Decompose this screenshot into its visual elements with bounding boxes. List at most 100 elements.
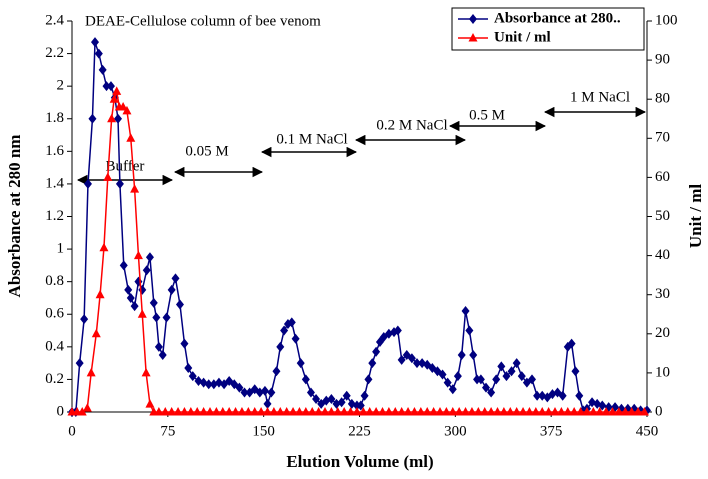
point (544, 407, 554, 416)
point (301, 374, 310, 385)
point (83, 178, 92, 189)
point (569, 407, 579, 416)
annotation: DEAE-Cellulose column of bee venom (85, 13, 321, 29)
point (142, 265, 151, 276)
point (211, 407, 221, 416)
point (567, 338, 576, 349)
point (95, 289, 105, 299)
point (294, 407, 304, 416)
x-axis-label: Elution Volume (ml) (286, 452, 433, 471)
point (595, 407, 605, 416)
point (518, 407, 528, 416)
point (601, 407, 611, 416)
y-tick-label: 0.4 (45, 338, 64, 354)
point (282, 407, 292, 416)
point (453, 371, 462, 382)
legend-marker (468, 33, 478, 42)
point (571, 366, 580, 377)
point (235, 382, 244, 393)
point (576, 407, 586, 416)
legend-label: Unit / ml (494, 29, 551, 45)
point (364, 374, 373, 385)
legend: Absorbance at 280.. Unit / ml (451, 7, 645, 51)
point (507, 366, 516, 377)
point (158, 349, 167, 360)
point (492, 374, 501, 385)
point (91, 37, 99, 48)
point (422, 407, 432, 416)
y-tick-label: 0.8 (45, 273, 64, 289)
point (390, 407, 400, 416)
point (476, 374, 485, 385)
point (480, 407, 490, 416)
y-tick-label: 2.2 (45, 45, 64, 61)
point (333, 407, 343, 416)
point (337, 397, 346, 408)
point (103, 172, 113, 181)
y-tick-label: 0.2 (45, 371, 64, 387)
y-axis-label: Absorbance at 280 nm (5, 135, 24, 298)
point (517, 371, 526, 382)
point (365, 407, 375, 416)
point (360, 390, 369, 401)
y-tick-label: 0 (57, 403, 65, 419)
legend-box (451, 7, 645, 51)
point (443, 377, 452, 388)
point (499, 407, 509, 416)
annotation: Buffer (106, 158, 145, 174)
point (80, 314, 89, 325)
y-tick-label: 1.4 (45, 175, 64, 191)
point (493, 407, 502, 416)
point (112, 86, 122, 95)
point (314, 407, 324, 416)
point (162, 312, 171, 323)
y2-tick-label: 0 (655, 403, 663, 419)
point (250, 407, 260, 416)
point (126, 292, 135, 303)
point (272, 366, 281, 377)
point (301, 407, 311, 416)
point (186, 407, 196, 416)
point (114, 113, 122, 124)
point (256, 407, 266, 416)
point (82, 403, 92, 412)
y-tick-label: 1.6 (45, 143, 64, 159)
point (199, 407, 209, 416)
point (531, 407, 541, 416)
point (141, 367, 151, 377)
x-tick-label: 450 (636, 423, 659, 439)
point (537, 407, 547, 416)
point (397, 407, 407, 416)
point (556, 407, 566, 416)
point (124, 284, 133, 295)
point (291, 333, 300, 344)
point (204, 379, 213, 390)
point (356, 400, 365, 411)
annotation: 0.5 M (469, 107, 505, 123)
point (231, 407, 241, 416)
point (269, 407, 279, 416)
y2-tick-label: 90 (655, 52, 670, 68)
point (307, 407, 317, 416)
point (465, 325, 474, 336)
point (454, 407, 464, 416)
annotation: 1 M NaCl (570, 89, 630, 105)
point (563, 407, 573, 416)
point (614, 407, 624, 416)
point (240, 387, 249, 398)
point (505, 407, 515, 416)
point (107, 113, 117, 123)
point (173, 407, 183, 416)
legend-marker (469, 14, 477, 24)
point (119, 260, 128, 271)
point (154, 407, 164, 416)
x-tick-label: 0 (68, 423, 76, 439)
point (243, 407, 253, 416)
point (482, 382, 490, 393)
point (457, 349, 466, 360)
point (296, 358, 305, 369)
x-tick-label: 75 (160, 423, 175, 439)
point (263, 398, 272, 409)
y-tick-label: 2 (57, 78, 65, 94)
